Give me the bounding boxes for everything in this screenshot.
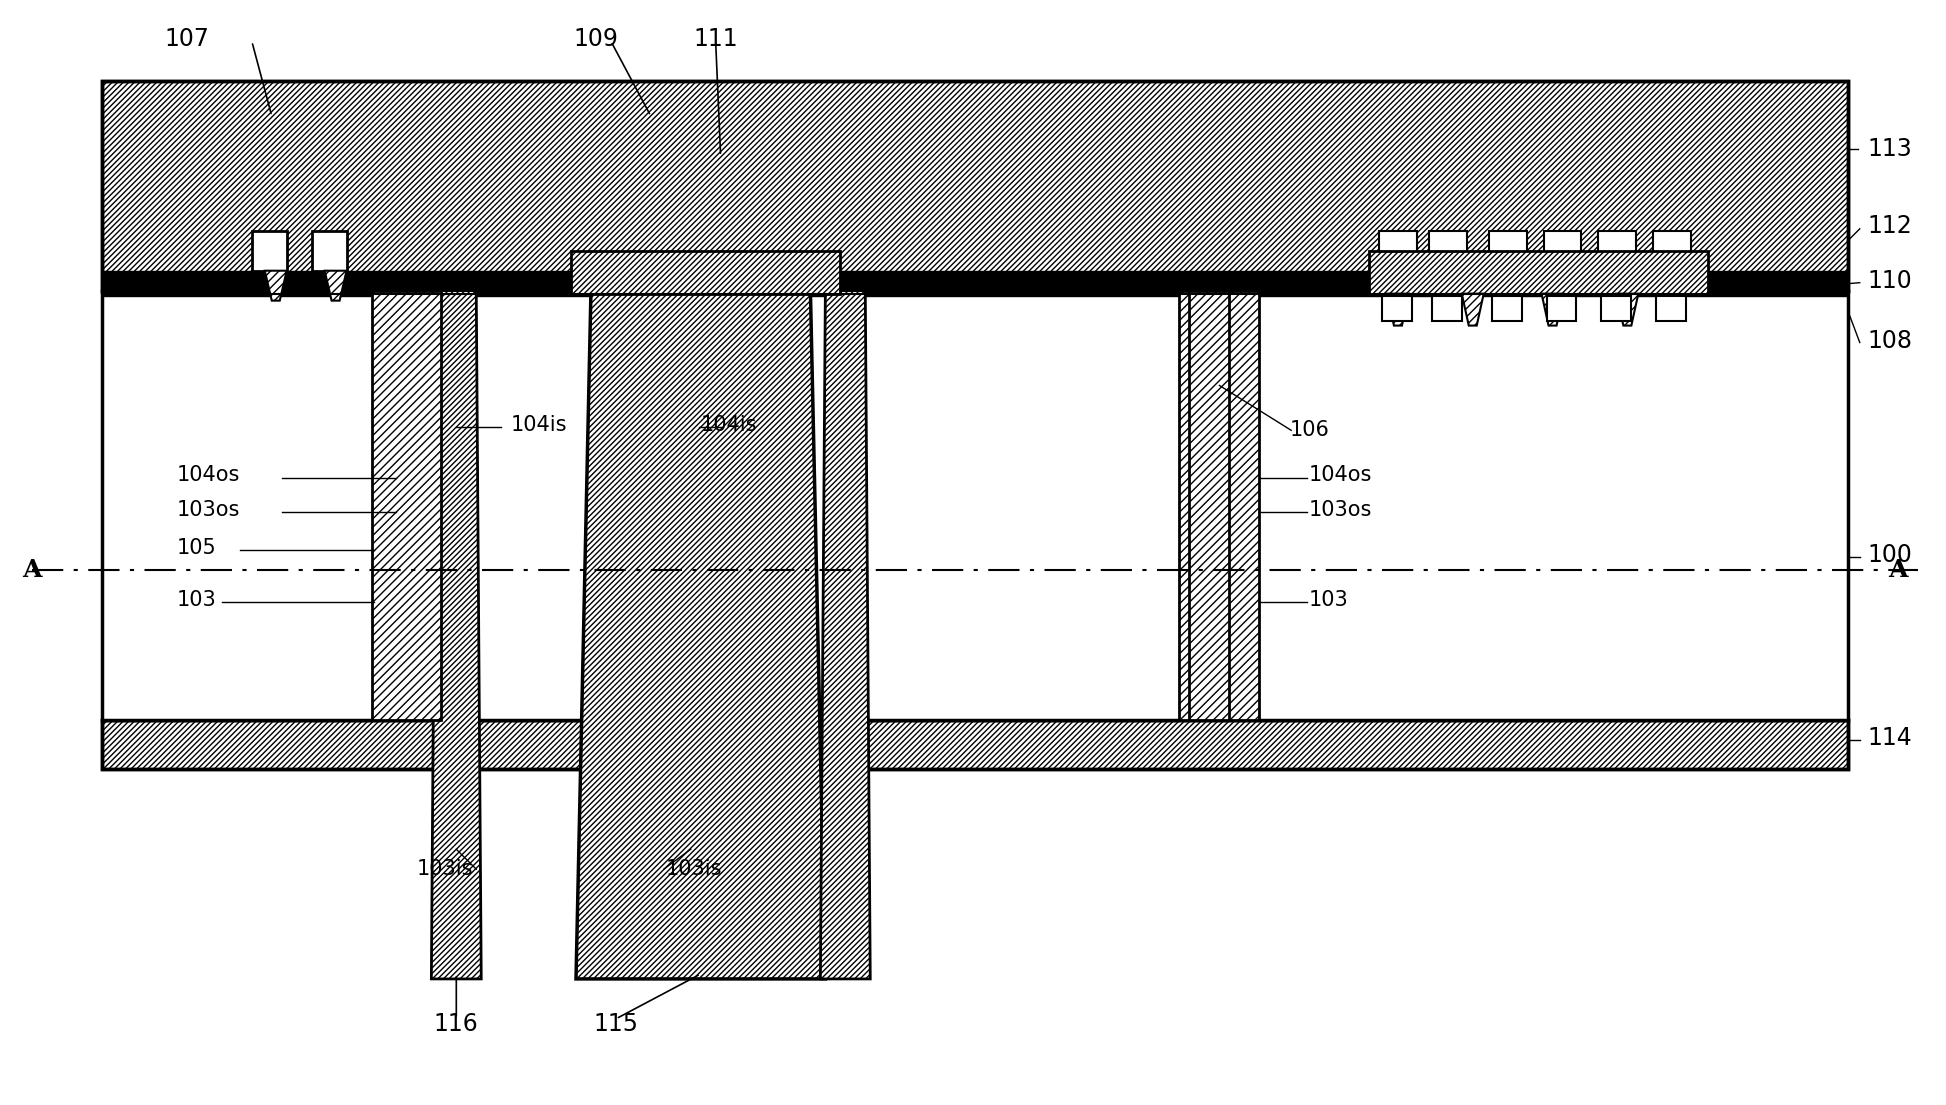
Polygon shape — [1230, 291, 1259, 719]
Text: 115: 115 — [594, 1012, 638, 1035]
Polygon shape — [1493, 296, 1522, 320]
Polygon shape — [1189, 291, 1240, 719]
Polygon shape — [1368, 251, 1709, 294]
Text: 107: 107 — [165, 28, 210, 51]
Polygon shape — [1387, 294, 1409, 326]
Polygon shape — [372, 291, 442, 719]
Polygon shape — [1382, 296, 1413, 320]
Text: 103: 103 — [177, 590, 216, 610]
Text: 103is: 103is — [416, 860, 473, 880]
Text: 116: 116 — [434, 1012, 479, 1035]
Polygon shape — [1489, 231, 1526, 271]
Text: 111: 111 — [693, 28, 738, 51]
Polygon shape — [311, 231, 346, 271]
Polygon shape — [325, 271, 346, 301]
Polygon shape — [1656, 296, 1685, 320]
Polygon shape — [570, 251, 841, 294]
Polygon shape — [1541, 294, 1563, 326]
Text: A: A — [1888, 558, 1907, 582]
Text: 104os: 104os — [1310, 465, 1372, 485]
Polygon shape — [1461, 294, 1483, 326]
Text: A: A — [23, 558, 43, 582]
Polygon shape — [1617, 294, 1639, 326]
Polygon shape — [103, 719, 1849, 769]
Text: 100: 100 — [1868, 543, 1913, 567]
Text: 104is: 104is — [701, 415, 757, 435]
Polygon shape — [1602, 296, 1631, 320]
Text: 106: 106 — [1288, 420, 1329, 440]
Text: 103is: 103is — [666, 860, 722, 880]
Polygon shape — [1654, 231, 1691, 271]
Text: 103os: 103os — [177, 501, 241, 520]
Polygon shape — [821, 291, 870, 979]
Polygon shape — [265, 271, 286, 301]
Text: 112: 112 — [1868, 214, 1913, 238]
Polygon shape — [103, 291, 1849, 719]
Polygon shape — [1428, 231, 1467, 271]
Text: 110: 110 — [1868, 269, 1913, 293]
Polygon shape — [1179, 291, 1249, 719]
Text: 103: 103 — [1310, 590, 1349, 610]
Text: 105: 105 — [177, 538, 216, 558]
Polygon shape — [432, 291, 481, 979]
Text: 104is: 104is — [512, 415, 568, 435]
Polygon shape — [1598, 231, 1637, 271]
Text: 114: 114 — [1868, 726, 1913, 749]
Polygon shape — [103, 271, 1849, 296]
Polygon shape — [1543, 231, 1582, 271]
Text: 108: 108 — [1868, 328, 1913, 352]
Text: 113: 113 — [1868, 137, 1913, 161]
Polygon shape — [1547, 296, 1576, 320]
Text: 103os: 103os — [1310, 501, 1372, 520]
Polygon shape — [251, 231, 286, 271]
Polygon shape — [576, 291, 825, 979]
Polygon shape — [103, 81, 1849, 291]
Text: 104os: 104os — [177, 465, 241, 485]
Polygon shape — [1380, 231, 1417, 271]
Polygon shape — [1432, 296, 1461, 320]
Text: 109: 109 — [574, 28, 619, 51]
